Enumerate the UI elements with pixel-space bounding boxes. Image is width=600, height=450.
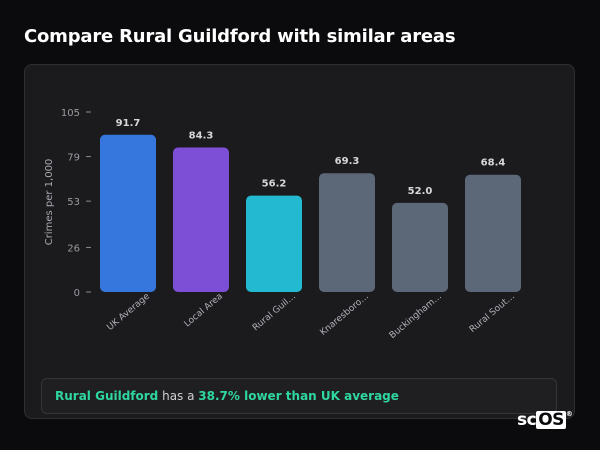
- page-title: Compare Rural Guildford with similar are…: [24, 26, 456, 47]
- callout-area-name: Rural Guildford: [55, 389, 159, 403]
- bar-value-label: 91.7: [116, 118, 141, 129]
- y-tick-label: 0: [74, 288, 80, 299]
- x-tick-label: Local Area: [183, 292, 225, 330]
- logo-prefix: sc: [517, 410, 537, 430]
- bar-value-label: 52.0: [408, 186, 433, 197]
- y-tick-label: 79: [67, 153, 80, 164]
- bar: [319, 173, 375, 292]
- x-tick-label: Rural Sout…: [468, 292, 517, 335]
- bar: [173, 147, 229, 292]
- bar-value-label: 84.3: [189, 130, 214, 141]
- x-tick-label: Rural Guil…: [251, 292, 298, 334]
- x-tick-label: Buckingham…: [388, 292, 444, 341]
- bars: 91.7 84.3 56.2 69.3 52.0 68.4: [100, 118, 521, 292]
- scos-logo: sc OS ®: [517, 410, 573, 430]
- x-axis-labels: UK Average Local Area Rural Guil… Knaresbor…: [105, 291, 517, 341]
- y-tick-label: 53: [67, 197, 80, 208]
- chart-card: 0 26 53 79 105 Crimes per 1,000 91.7 84.3 56.2 6…: [24, 64, 575, 419]
- bar-value-label: 56.2: [262, 179, 287, 190]
- logo-registered-mark: ®: [565, 410, 573, 418]
- x-tick-label: UK Average: [105, 291, 152, 333]
- logo-boxed: OS: [536, 410, 566, 430]
- y-tick-label: 105: [61, 108, 80, 119]
- bar: [246, 195, 302, 292]
- bar: [392, 202, 448, 292]
- bar-value-label: 69.3: [335, 156, 360, 167]
- bar: [100, 134, 156, 292]
- bar-value-label: 68.4: [481, 158, 506, 169]
- y-axis-title: Crimes per 1,000: [44, 159, 55, 246]
- bar: [465, 174, 521, 292]
- y-tick-label: 26: [67, 243, 80, 254]
- callout-text: has a: [158, 389, 199, 403]
- y-axis: 0 26 53 79 105 Crimes per 1,000: [44, 108, 91, 299]
- x-tick-label: Knaresboro…: [318, 292, 370, 338]
- comparison-callout: Rural Guildford has a 38.7% lower than U…: [41, 378, 557, 414]
- callout-highlight: 38.7% lower than UK average: [198, 389, 399, 403]
- bar-chart: 0 26 53 79 105 Crimes per 1,000 91.7 84.3 56.2 6…: [44, 108, 521, 341]
